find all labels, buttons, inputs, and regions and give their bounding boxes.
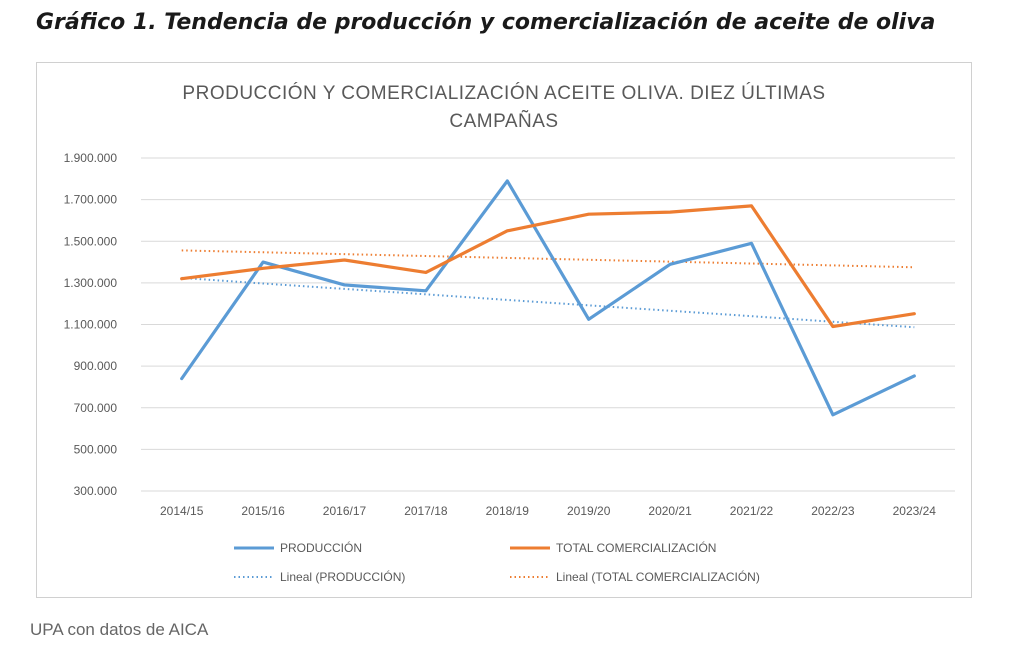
series-line-lineal-producci-n- (181, 276, 915, 329)
chart-title-line: PRODUCCIÓN Y COMERCIALIZACIÓN ACEITE OLI… (182, 82, 825, 104)
x-tick-label: 2014/15 (160, 504, 204, 518)
y-tick-label: 1.300.000 (64, 276, 118, 290)
series-line-producci-n (180, 179, 916, 417)
series-line-total-comercializaci-n (180, 204, 916, 329)
line-chart: PRODUCCIÓN Y COMERCIALIZACIÓN ACEITE OLI… (64, 82, 955, 584)
x-tick-label: 2017/18 (404, 504, 448, 518)
source-caption: UPA con datos de AICA (30, 620, 209, 639)
y-tick-label: 1.100.000 (64, 318, 118, 332)
y-tick-label: 300.000 (74, 484, 118, 498)
legend-label: Lineal (TOTAL COMERCIALIZACIÓN) (556, 569, 760, 584)
y-tick-label: 1.500.000 (64, 234, 118, 248)
y-tick-label: 1.700.000 (64, 193, 118, 207)
chart-frame: PRODUCCIÓN Y COMERCIALIZACIÓN ACEITE OLI… (36, 62, 972, 598)
legend-label: TOTAL COMERCIALIZACIÓN (556, 540, 716, 555)
x-tick-label: 2016/17 (323, 504, 367, 518)
x-tick-label: 2023/24 (893, 504, 937, 518)
y-tick-label: 900.000 (74, 359, 118, 373)
legend-label: PRODUCCIÓN (280, 540, 362, 555)
y-tick-label: 500.000 (74, 442, 118, 456)
x-tick-label: 2019/20 (567, 504, 611, 518)
x-tick-label: 2015/16 (241, 504, 285, 518)
series-line-lineal-total-comercializaci-n- (181, 249, 915, 269)
x-tick-label: 2021/22 (730, 504, 774, 518)
y-tick-label: 1.900.000 (64, 151, 118, 165)
figure-title: Gráfico 1. Tendencia de producción y com… (36, 10, 936, 35)
x-tick-label: 2022/23 (811, 504, 855, 518)
x-tick-label: 2020/21 (648, 504, 692, 518)
legend-label: Lineal (PRODUCCIÓN) (280, 569, 405, 584)
y-tick-label: 700.000 (74, 401, 118, 415)
x-tick-label: 2018/19 (486, 504, 530, 518)
chart-title-line: CAMPAÑAS (449, 110, 558, 132)
